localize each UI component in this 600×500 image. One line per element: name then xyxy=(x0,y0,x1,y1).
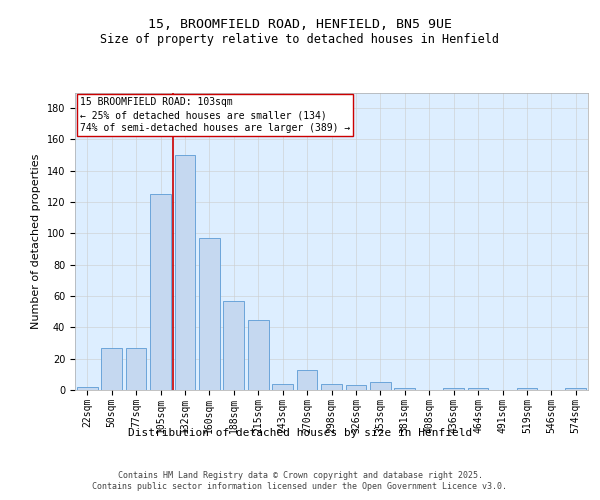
Bar xyxy=(125,348,146,390)
Text: 15 BROOMFIELD ROAD: 103sqm
← 25% of detached houses are smaller (134)
74% of sem: 15 BROOMFIELD ROAD: 103sqm ← 25% of deta… xyxy=(80,97,350,134)
Bar xyxy=(223,300,244,390)
Text: Size of property relative to detached houses in Henfield: Size of property relative to detached ho… xyxy=(101,32,499,46)
Bar xyxy=(272,384,293,390)
Bar xyxy=(101,348,122,390)
Bar xyxy=(199,238,220,390)
Text: Contains HM Land Registry data © Crown copyright and database right 2025.
Contai: Contains HM Land Registry data © Crown c… xyxy=(92,472,508,490)
Bar xyxy=(443,388,464,390)
Bar xyxy=(346,386,367,390)
Bar xyxy=(370,382,391,390)
Bar xyxy=(150,194,171,390)
Bar xyxy=(77,387,98,390)
Bar xyxy=(467,388,488,390)
Bar xyxy=(517,388,538,390)
Text: Distribution of detached houses by size in Henfield: Distribution of detached houses by size … xyxy=(128,428,472,438)
Bar xyxy=(321,384,342,390)
Bar xyxy=(296,370,317,390)
Y-axis label: Number of detached properties: Number of detached properties xyxy=(31,154,41,329)
Text: 15, BROOMFIELD ROAD, HENFIELD, BN5 9UE: 15, BROOMFIELD ROAD, HENFIELD, BN5 9UE xyxy=(148,18,452,30)
Bar xyxy=(394,388,415,390)
Bar xyxy=(565,388,586,390)
Bar xyxy=(248,320,269,390)
Bar xyxy=(175,155,196,390)
